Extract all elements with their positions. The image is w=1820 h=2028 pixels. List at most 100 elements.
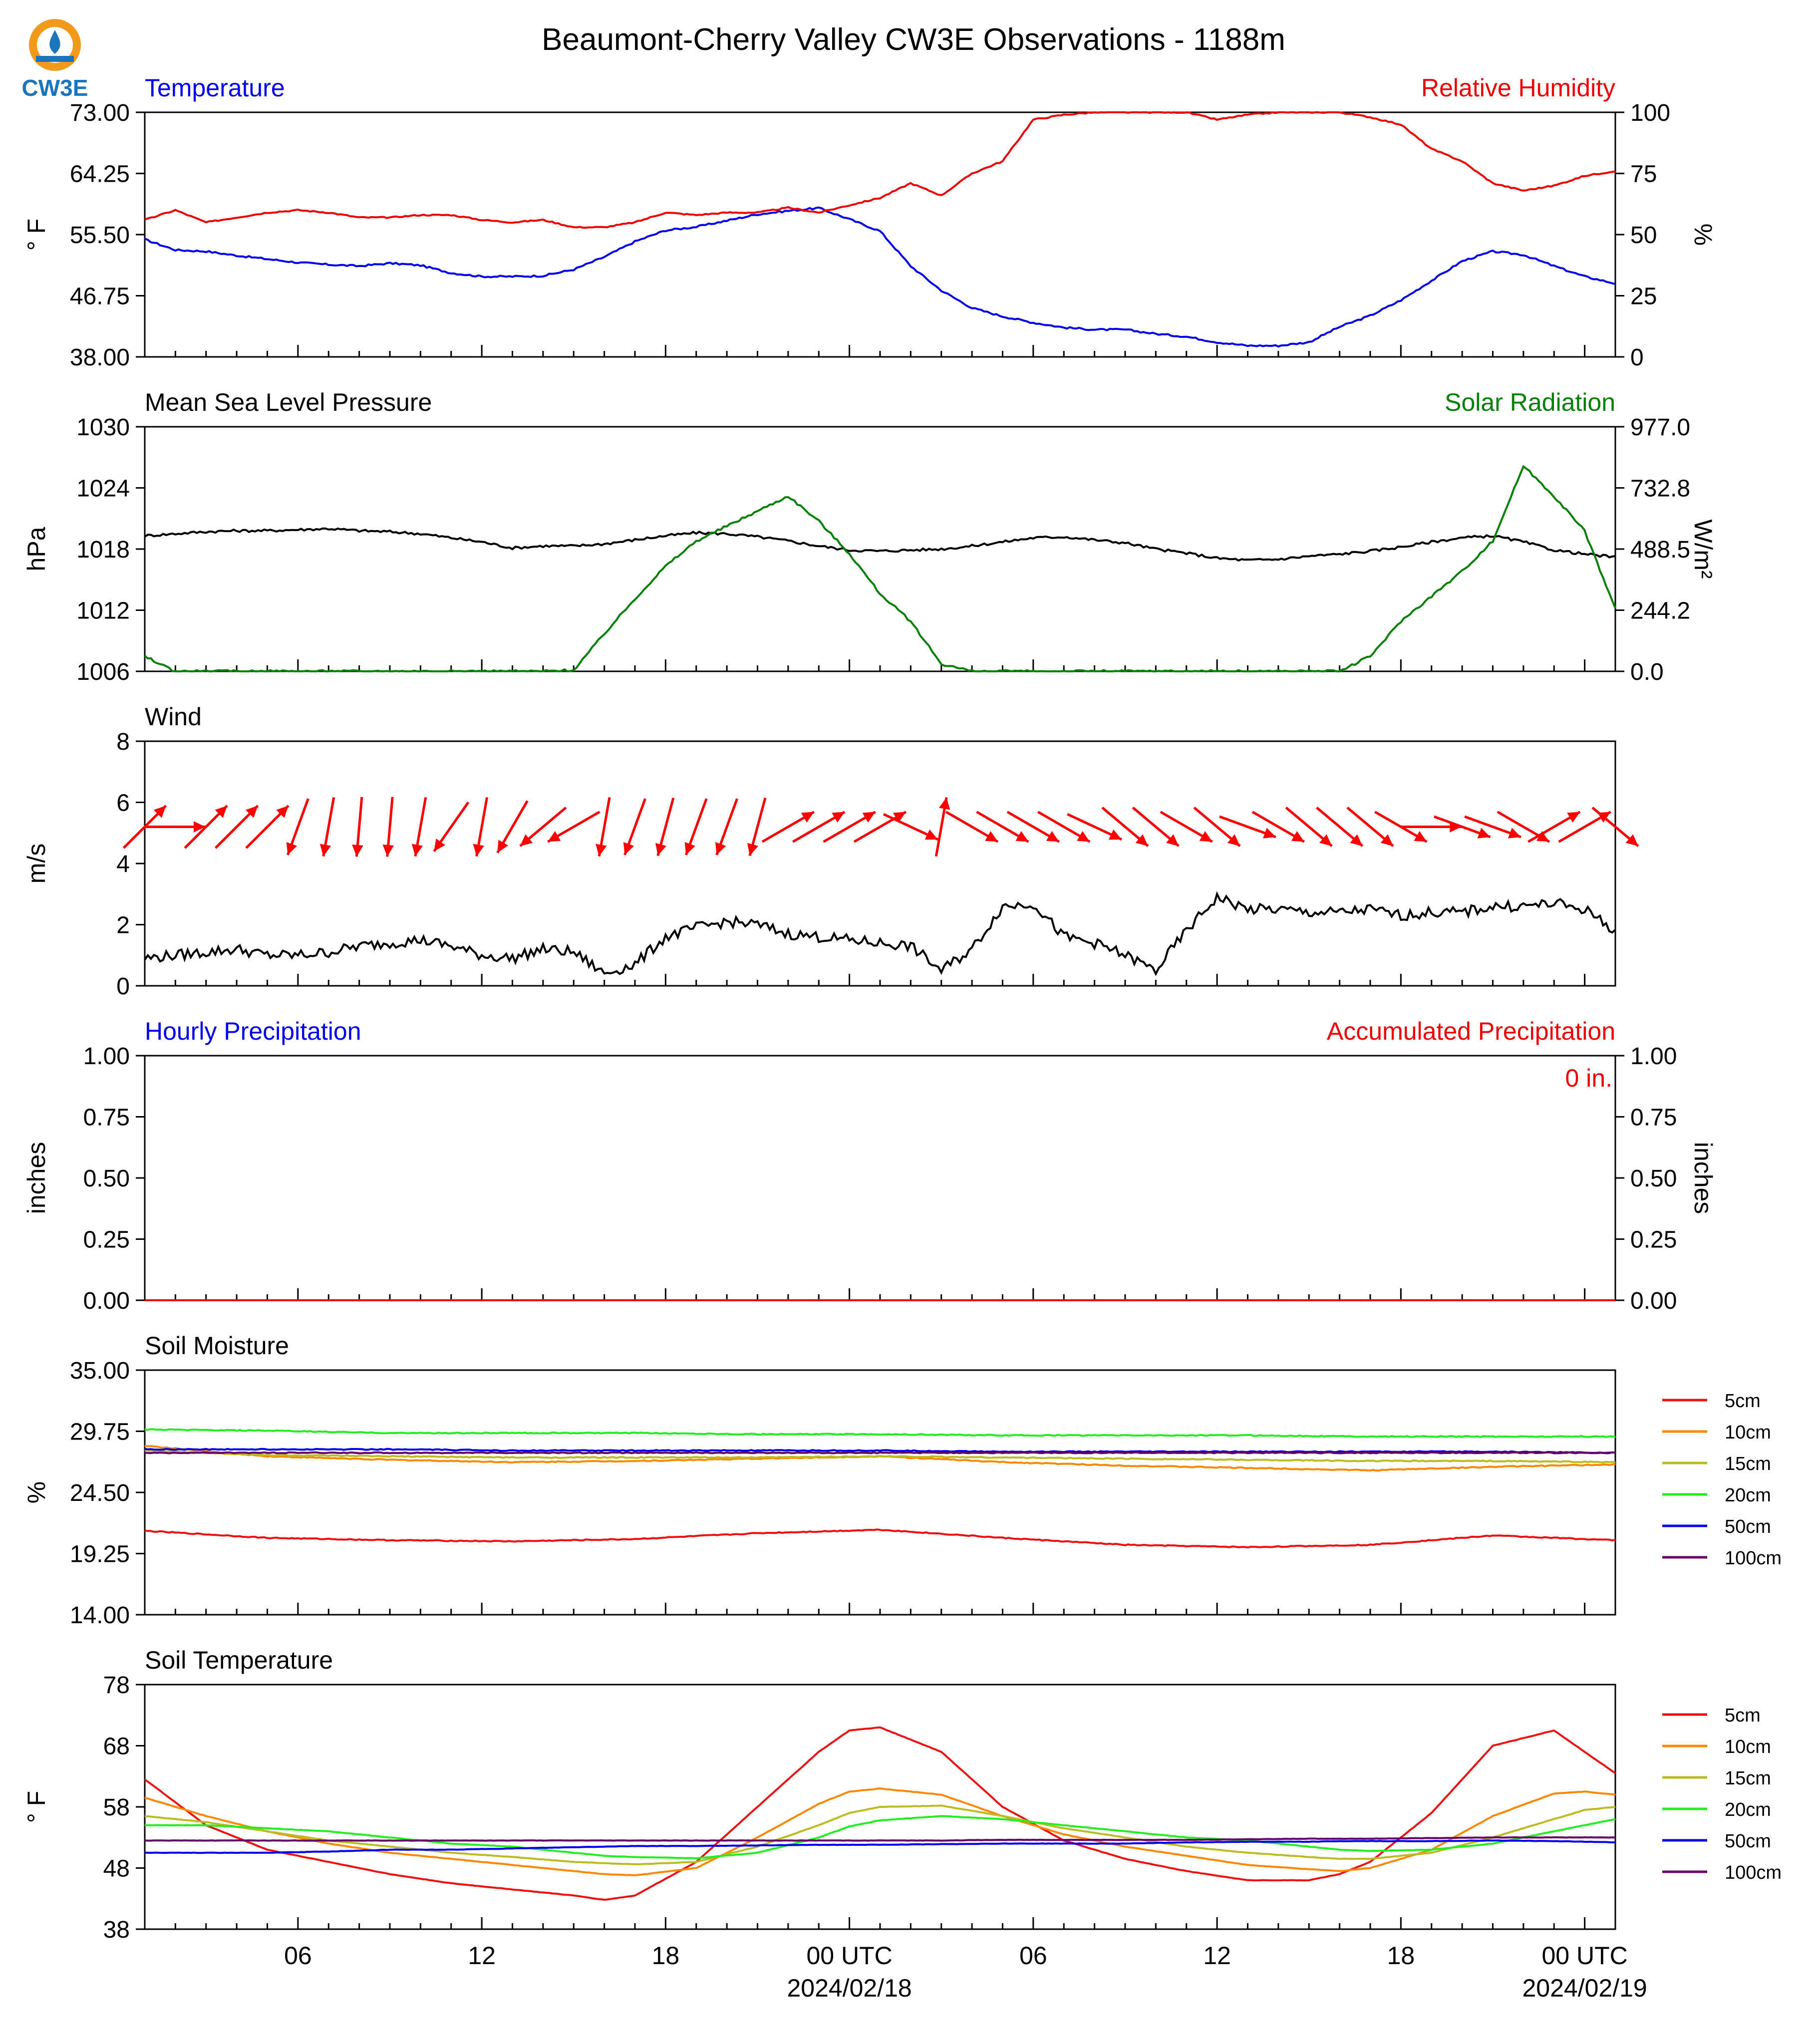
wind-arrow (1591, 807, 1639, 847)
legend-label: 10cm (1725, 1737, 1771, 1757)
legend-label: 15cm (1725, 1768, 1771, 1789)
panel-title-right: Solar Radiation (1445, 388, 1615, 416)
wind-arrow-head (924, 829, 938, 840)
series-line-5cm (144, 1726, 1616, 1901)
panel-title-left: Wind (145, 703, 202, 731)
wind-arrow-head (1227, 834, 1240, 847)
y-tick-label-left: 55.50 (70, 222, 130, 249)
wind-arrow-head (1625, 834, 1638, 847)
logo-water-drop-icon (49, 30, 60, 54)
wind-arrow (352, 797, 363, 857)
y-axis-label-left: m/s (22, 844, 50, 884)
wind-arrow-head (1508, 828, 1521, 839)
legend-label: 100cm (1725, 1548, 1782, 1569)
panel-precip: Hourly Precipitation Accumulated Precipit… (22, 1017, 1717, 1314)
series-line-temperature (144, 206, 1616, 348)
series-line-100cm (144, 1451, 1616, 1454)
wind-arrow-head (1199, 831, 1213, 842)
wind-arrow (245, 805, 290, 849)
x-tick-label: 00 UTC (806, 1942, 892, 1970)
series-line-20cm (144, 1815, 1616, 1860)
panel-title-left: Soil Temperature (145, 1646, 333, 1674)
wind-arrow (883, 813, 938, 841)
wind-arrow-head (352, 844, 363, 857)
wind-arrow-head (319, 844, 331, 857)
wind-arrow (519, 807, 567, 847)
logo-wave-bar (36, 56, 74, 62)
y-tick-label-left: 6 (116, 790, 130, 817)
wind-arrow-head (1166, 834, 1179, 847)
wind-arrow-head (1477, 828, 1491, 839)
wind-arrow-head (1319, 834, 1332, 847)
accumulated-precip-value: 0 in. (1565, 1064, 1612, 1092)
wind-arrow-head (938, 797, 950, 810)
y-tick-label-left: 24.50 (70, 1480, 130, 1506)
wind-arrow (1346, 807, 1394, 847)
legend-label: 20cm (1725, 1485, 1771, 1506)
y-tick-label-right: 100 (1630, 100, 1670, 126)
wind-arrow-head (1350, 834, 1363, 847)
series-line-100cm (144, 1836, 1616, 1842)
wind-arrow (1527, 811, 1581, 843)
wind-arrow-head (801, 812, 814, 823)
panel-title-left: Soil Moisture (145, 1332, 289, 1360)
y-axis-label-right: % (1689, 224, 1717, 246)
wind-arrow (823, 811, 876, 843)
legend-label: 15cm (1725, 1453, 1771, 1474)
panel-title-left: Hourly Precipitation (145, 1017, 361, 1045)
wind-arrow-head (985, 831, 998, 842)
wind-arrow (496, 800, 529, 854)
x-date-label: 2024/02/19 (1522, 1974, 1647, 2002)
wind-arrow-head (411, 844, 423, 857)
wind-arrow (319, 797, 335, 857)
y-tick-label-right: 244.2 (1630, 598, 1690, 624)
series-line-relative-humidity (144, 111, 1616, 229)
wind-arrow (684, 798, 708, 856)
y-tick-label-right: 0.0 (1630, 659, 1664, 685)
series-line-20cm (144, 1428, 1616, 1438)
y-tick-label-right: 732.8 (1630, 476, 1690, 502)
wind-arrow-head (684, 842, 695, 855)
y-axis-label-right: inches (1689, 1142, 1717, 1214)
y-tick-label-right: 50 (1630, 222, 1657, 249)
wind-arrow-head (1567, 812, 1580, 823)
x-tick-label: 12 (1203, 1942, 1231, 1970)
y-tick-label-left: 0.25 (83, 1227, 130, 1253)
y-tick-label-left: 19.25 (70, 1541, 130, 1568)
y-tick-label-left: 46.75 (70, 284, 130, 310)
panel-title-left: Temperature (145, 74, 285, 102)
wind-arrow (547, 811, 601, 843)
y-tick-label-right: 0 (1630, 344, 1644, 371)
wind-arrow (1132, 807, 1180, 847)
y-tick-label-left: 1024 (76, 476, 130, 502)
wind-arrow (1464, 815, 1521, 839)
wind-arrow (1219, 815, 1276, 839)
wind-arrow (1316, 807, 1364, 847)
wind-arrow (945, 811, 999, 843)
y-axis-label-right: W/m² (1689, 519, 1717, 579)
wind-arrow (411, 797, 427, 857)
y-tick-label-left: 8 (116, 729, 130, 755)
wind-arrow (1160, 811, 1213, 843)
wind-arrow (715, 798, 738, 856)
y-axis-label-left: % (22, 1481, 50, 1503)
y-tick-label-left: 0 (116, 973, 130, 1000)
y-tick-label-left: 78 (103, 1672, 130, 1699)
y-tick-label-left: 58 (103, 1794, 130, 1821)
y-tick-label-left: 38 (103, 1917, 130, 1943)
y-tick-label-left: 14.00 (70, 1602, 130, 1629)
wind-arrow-head (1135, 834, 1148, 847)
legend-label: 20cm (1725, 1799, 1771, 1820)
wind-arrow-head (1109, 829, 1122, 840)
wind-arrow (853, 811, 907, 843)
legend-label: 100cm (1725, 1862, 1782, 1883)
wind-arrow (1374, 811, 1428, 843)
panel-soil_temp: Soil Temperature 78 68 58 48 38 ° F 5cm 10cm 15cm… (22, 1646, 1782, 1943)
wind-arrow-head (655, 843, 666, 856)
y-tick-label-left: 35.00 (70, 1358, 130, 1384)
wind-arrow (1037, 811, 1091, 843)
series-line-solar-radiation (144, 465, 1616, 673)
plot-frame (144, 740, 1616, 987)
legend-label: 50cm (1725, 1516, 1771, 1537)
wind-arrow (1067, 813, 1123, 841)
